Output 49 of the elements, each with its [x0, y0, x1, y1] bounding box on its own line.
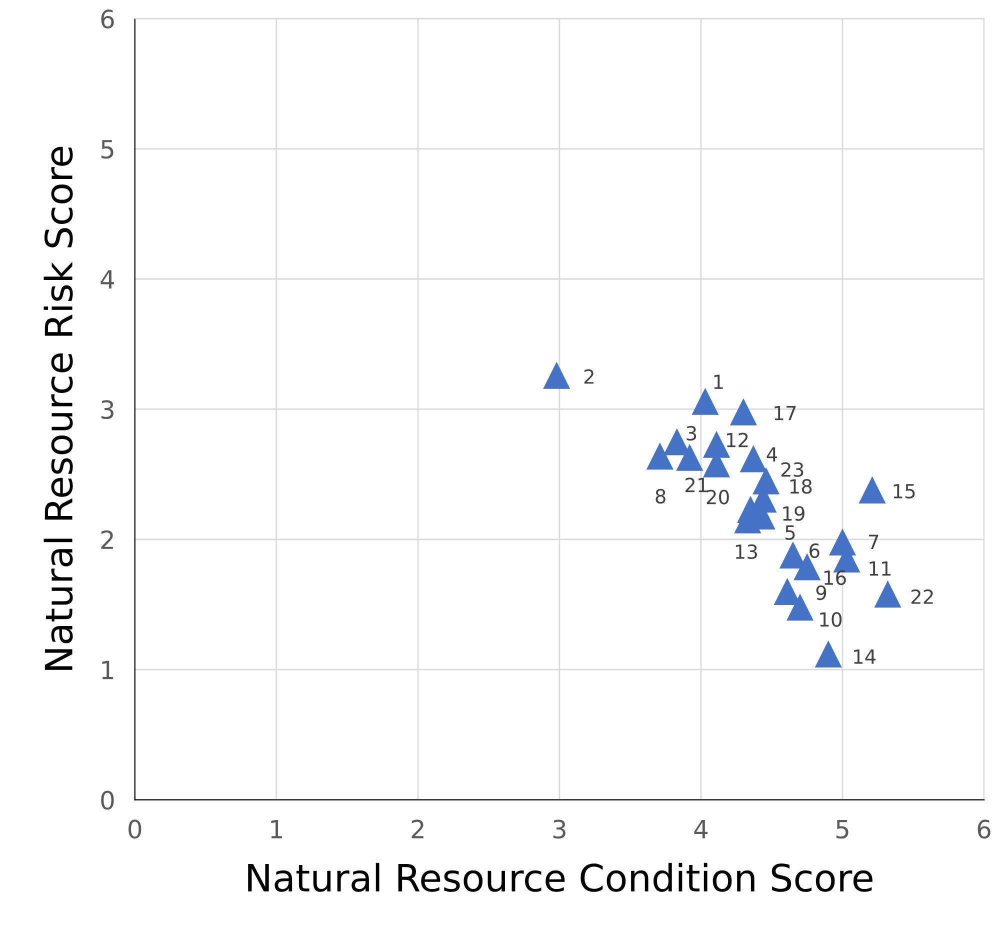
point — [874, 580, 902, 608]
x-axis-title: Natural Resource Condition Score — [248, 862, 872, 892]
x-tick-label: 5 — [836, 820, 848, 839]
x-tick-label: 2 — [412, 820, 424, 838]
annotation: 9 — [816, 585, 826, 600]
annotation: 14 — [854, 650, 876, 664]
annotation: 15 — [894, 484, 915, 499]
x-tick-label: 3 — [553, 820, 566, 839]
x-tick-label: 1 — [271, 820, 282, 838]
point — [692, 388, 719, 415]
annotation: 13 — [736, 544, 757, 560]
point — [858, 476, 886, 504]
y-tick-label: 5 — [101, 140, 114, 159]
y-tick-label: 6 — [101, 10, 114, 28]
point — [814, 640, 842, 668]
annotation: 6 — [810, 543, 820, 558]
point — [786, 594, 814, 621]
y-tick-label: 4 — [100, 270, 114, 288]
annotation: 20 — [706, 490, 729, 504]
point — [543, 362, 570, 389]
x-tick-label: 6 — [978, 820, 990, 839]
annotation: 8 — [656, 488, 666, 504]
point — [676, 444, 704, 471]
y-axis-title: Natural Resource Risk Score — [44, 146, 73, 670]
annotation: 1 — [714, 374, 723, 389]
x-tick-label: 0 — [128, 820, 142, 839]
annotation: 3 — [686, 426, 696, 441]
point — [752, 467, 780, 494]
annotation: 12 — [727, 432, 748, 448]
point — [646, 442, 674, 470]
x-tick-label: 4 — [694, 820, 708, 838]
y-tick-label: 1 — [102, 660, 114, 680]
annotation: 22 — [911, 589, 933, 604]
annotation: 2 — [584, 369, 594, 384]
annotation: 18 — [790, 479, 812, 494]
annotation: 23 — [781, 462, 804, 477]
y-tick-label: 0 — [101, 790, 114, 810]
annotation: 10 — [820, 612, 842, 627]
annotation: 4 — [766, 447, 778, 462]
y-tick-label: 3 — [101, 400, 114, 420]
annotation: 5 — [786, 525, 795, 540]
annotation: 16 — [824, 570, 846, 586]
annotation: 11 — [870, 561, 891, 576]
annotation: 19 — [783, 506, 804, 521]
annotation: 7 — [869, 534, 878, 549]
annotation: 17 — [774, 406, 796, 420]
y-tick-label: 2 — [101, 530, 113, 549]
annotation: 21 — [686, 478, 708, 492]
point — [730, 398, 757, 426]
